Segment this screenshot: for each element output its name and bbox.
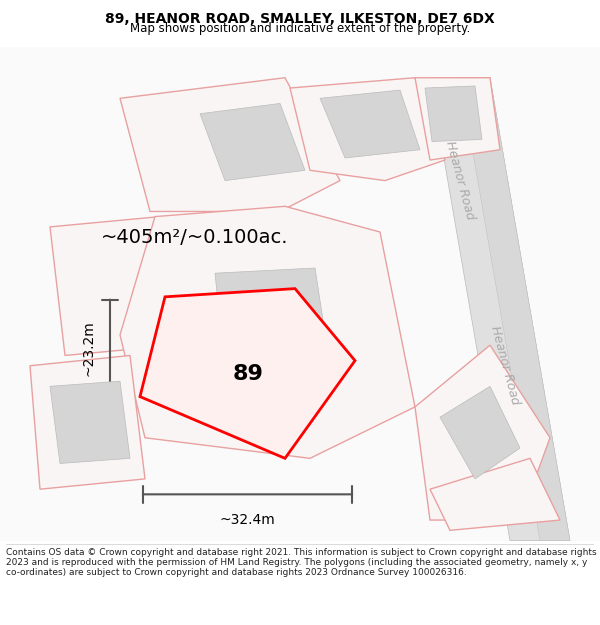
- Text: 89: 89: [233, 364, 263, 384]
- Text: ~405m²/~0.100ac.: ~405m²/~0.100ac.: [101, 228, 289, 247]
- Polygon shape: [200, 104, 305, 181]
- Polygon shape: [120, 206, 415, 458]
- Polygon shape: [215, 268, 330, 371]
- Polygon shape: [50, 217, 175, 356]
- Text: Contains OS data © Crown copyright and database right 2021. This information is : Contains OS data © Crown copyright and d…: [6, 548, 596, 578]
- Text: Map shows position and indicative extent of the property.: Map shows position and indicative extent…: [130, 22, 470, 35]
- Polygon shape: [120, 78, 340, 211]
- Polygon shape: [430, 458, 560, 531]
- Polygon shape: [415, 345, 550, 520]
- Polygon shape: [320, 90, 420, 158]
- Text: ~32.4m: ~32.4m: [220, 513, 275, 527]
- Text: Heanor Road: Heanor Road: [443, 140, 477, 221]
- Polygon shape: [290, 78, 445, 181]
- Polygon shape: [425, 86, 482, 141]
- Text: ~23.2m: ~23.2m: [81, 321, 95, 376]
- Polygon shape: [460, 78, 570, 541]
- Polygon shape: [50, 381, 130, 464]
- Polygon shape: [30, 356, 145, 489]
- Polygon shape: [430, 78, 570, 541]
- Polygon shape: [140, 289, 355, 458]
- Text: 89, HEANOR ROAD, SMALLEY, ILKESTON, DE7 6DX: 89, HEANOR ROAD, SMALLEY, ILKESTON, DE7 …: [105, 12, 495, 26]
- Text: Heanor Road: Heanor Road: [488, 325, 522, 407]
- Polygon shape: [440, 386, 520, 479]
- Polygon shape: [415, 78, 500, 160]
